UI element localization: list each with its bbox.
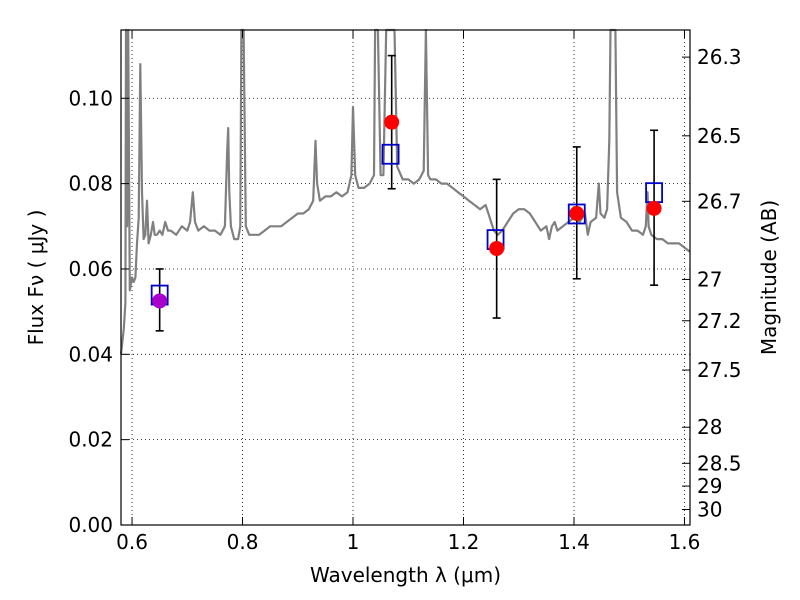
right-tick-label: 26.7	[697, 189, 742, 213]
x-tick-label: 1	[347, 530, 360, 554]
right-tick-label: 27.2	[697, 309, 742, 333]
model-spectrum	[119, 28, 691, 355]
right-tick-label: 29	[697, 474, 722, 498]
x-tick-label: 1.6	[669, 530, 701, 554]
x-tick-label: 1.2	[448, 530, 480, 554]
right-tick-label: 27	[697, 267, 722, 291]
y-axis-label: Flux Fν ( μJy )	[24, 210, 48, 346]
right-tick-label: 26.5	[697, 124, 742, 148]
grid	[121, 30, 690, 526]
right-tick-label: 26.3	[697, 45, 742, 69]
error-bars	[155, 54, 659, 332]
x-tick-label: 0.8	[227, 530, 259, 554]
x-axis-label: Wavelength λ (μm)	[310, 563, 501, 587]
right-tick-label: 28	[697, 415, 722, 439]
right-tick-label: 30	[697, 498, 722, 522]
y-axis-ticks: 0.00 0.02 0.04 0.06 0.08 0.10	[68, 86, 129, 537]
observed-dot	[646, 200, 662, 216]
spectrum-line	[119, 28, 691, 355]
observed-dot	[569, 205, 585, 221]
observed-dot	[384, 114, 400, 130]
model-square	[381, 143, 400, 165]
y-tick-label: 0.08	[68, 172, 113, 196]
y-tick-label: 0.04	[68, 342, 113, 366]
plot-frame	[120, 29, 691, 526]
observed-dot	[489, 240, 505, 256]
observed-markers	[152, 114, 662, 309]
y-tick-label: 0.00	[68, 513, 113, 537]
observed-dot	[152, 293, 168, 309]
x-axis-ticks: 0.6 0.8 1 1.2 1.4 1.6	[116, 30, 700, 554]
x-tick-label: 1.4	[558, 530, 590, 554]
y-tick-label: 0.10	[68, 86, 113, 110]
model-square	[567, 203, 586, 225]
y-tick-label: 0.02	[68, 428, 113, 452]
right-tick-label: 27.5	[697, 358, 742, 382]
y-tick-label: 0.06	[68, 257, 113, 281]
x-tick-label: 0.6	[116, 530, 148, 554]
right-axis-label: Magnitude (AB)	[757, 200, 781, 355]
right-tick-label: 28.5	[697, 451, 742, 475]
